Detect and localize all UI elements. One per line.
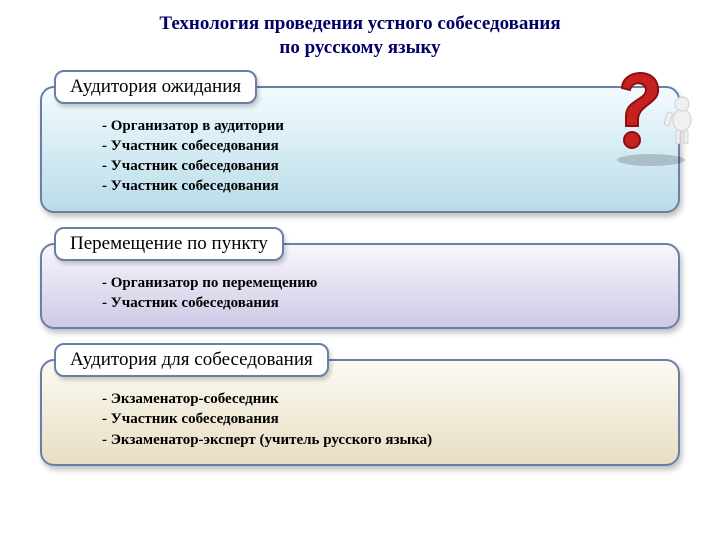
section-list: Экзаменатор-собеседникУчастник собеседов… [102, 389, 658, 450]
page-title: Технология проведения устного собеседова… [0, 0, 720, 68]
section-header: Аудитория для собеседования [54, 343, 329, 377]
section: Экзаменатор-собеседникУчастник собеседов… [40, 359, 680, 466]
title-line-2: по русскому языку [279, 37, 440, 58]
list-item: Участник собеседования [102, 293, 658, 313]
sections-container: Организатор в аудиторииУчастник собеседо… [0, 86, 720, 466]
section-body: Организатор в аудиторииУчастник собеседо… [40, 86, 680, 213]
list-item: Экзаменатор-эксперт (учитель русского яз… [102, 430, 658, 450]
list-item: Участник собеседования [102, 409, 658, 429]
list-item: Участник собеседования [102, 176, 658, 196]
section-list: Организатор в аудиторииУчастник собеседо… [102, 116, 658, 197]
question-illustration [596, 60, 706, 170]
section-header: Аудитория ожидания [54, 70, 257, 104]
list-item: Экзаменатор-собеседник [102, 389, 658, 409]
section: Организатор в аудиторииУчастник собеседо… [40, 86, 680, 213]
title-line-1: Технология проведения устного собеседова… [159, 13, 560, 34]
section: Организатор по перемещениюУчастник собес… [40, 243, 680, 330]
list-item: Участник собеседования [102, 156, 658, 176]
question-mark-icon [596, 60, 706, 170]
list-item: Организатор по перемещению [102, 273, 658, 293]
section-list: Организатор по перемещениюУчастник собес… [102, 273, 658, 314]
list-item: Участник собеседования [102, 136, 658, 156]
list-item: Организатор в аудитории [102, 116, 658, 136]
section-header: Перемещение по пункту [54, 227, 284, 261]
